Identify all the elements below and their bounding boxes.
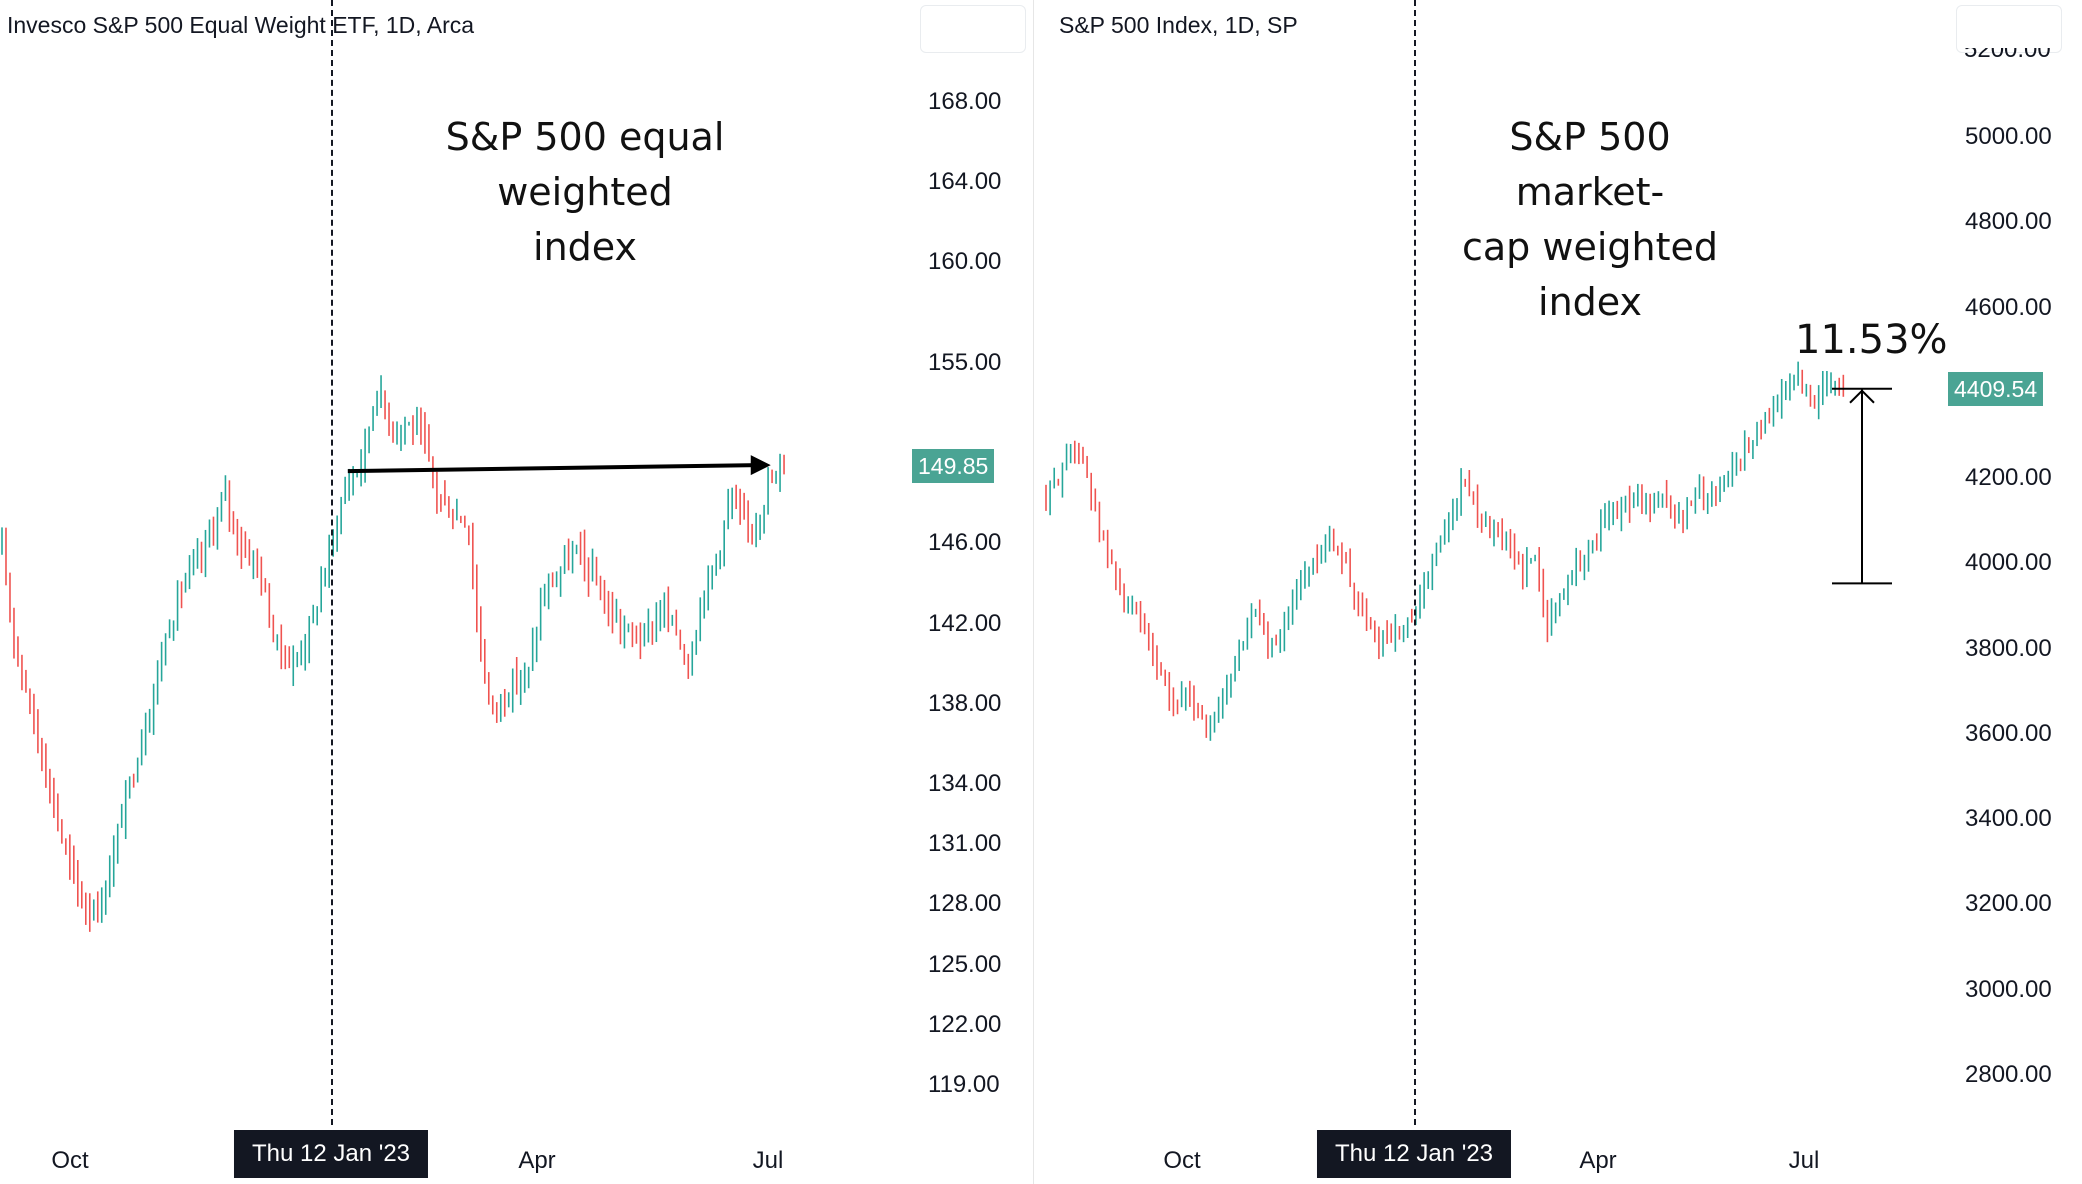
right-y-tick-top-cut: 5200.00: [1964, 36, 2051, 63]
right-x-tick-apr: Apr: [1579, 1147, 1617, 1174]
right-candlestick-plot[interactable]: [1040, 0, 2082, 1184]
right-y-tick: 4000.00: [1965, 549, 2052, 577]
left-y-tick: 168.00: [928, 88, 1002, 115]
left-y-tick: 155.00: [928, 348, 1002, 376]
left-y-tick: 125.00: [928, 950, 1002, 978]
left-crosshair-date-label: Thu 12 Jan '23: [233, 1130, 429, 1178]
right-x-tick-jul: Jul: [1788, 1147, 1820, 1174]
right-y-tick: 4200.00: [1965, 464, 2052, 492]
left-candlestick-plot[interactable]: [0, 0, 1030, 1184]
right-chart-title: S&P 500 Index, 1D, SP: [1059, 12, 1298, 38]
right-y-tick: 4600.00: [1965, 293, 2052, 321]
left-y-tick: 122.00: [928, 1010, 1002, 1038]
left-last-price-tag: 149.85: [912, 449, 995, 484]
left-y-tick: 164.00: [928, 168, 1002, 196]
right-y-tick: 3800.00: [1965, 634, 2052, 662]
left-chart-title: Invesco S&P 500 Equal Weight ETF, 1D, Ar…: [7, 12, 475, 38]
left-y-tick: 119.00: [928, 1071, 1000, 1098]
left-annotation-text: S&P 500 equal weighted index: [440, 110, 730, 275]
left-x-tick-apr: Apr: [518, 1147, 556, 1174]
left-y-tick: 160.00: [928, 248, 1002, 276]
left-trend-arrow-head-icon: [750, 455, 771, 476]
left-x-tick-oct: Oct: [51, 1147, 89, 1174]
right-y-tick: 5000.00: [1965, 123, 2052, 150]
right-annotation-line-1: S&P 500 market-: [1509, 115, 1671, 214]
right-annotation-line-2: cap weighted: [1462, 225, 1718, 269]
left-crosshair-line: [331, 0, 333, 1125]
left-chart-panel: Invesco S&P 500 Equal Weight ETF, 1D, Ar…: [0, 0, 1030, 1184]
right-last-price-tag: 4409.54: [1948, 371, 2044, 406]
left-legend-toggle-button[interactable]: [920, 5, 1026, 53]
right-y-tick: 3400.00: [1965, 805, 2052, 833]
measure-percent-label: 11.53%: [1795, 317, 1948, 363]
left-annotation-line-2: weighted index: [497, 170, 673, 269]
right-annotation-text: S&P 500 market- cap weighted index: [1435, 110, 1745, 330]
right-y-tick: 2800.00: [1965, 1061, 2052, 1088]
right-annotation-line-3: index: [1538, 280, 1642, 324]
measure-arrow-up-icon: [1849, 389, 1875, 404]
left-y-tick: 138.00: [928, 689, 1002, 717]
left-y-tick: 131.00: [928, 830, 1002, 858]
left-y-tick: 146.00: [928, 529, 1002, 557]
right-crosshair-date-label: Thu 12 Jan '23: [1316, 1130, 1512, 1178]
right-x-tick-oct: Oct: [1163, 1147, 1201, 1174]
left-y-tick: 142.00: [928, 609, 1002, 637]
right-legend-toggle-button[interactable]: [1956, 5, 2062, 53]
left-trend-arrow-line[interactable]: [347, 463, 757, 474]
right-y-tick: 3200.00: [1965, 890, 2052, 918]
right-chart-panel: S&P 500 Index, 1D, SP 5200.00 S&P 500 ma…: [1040, 0, 2082, 1184]
right-crosshair-line: [1414, 0, 1416, 1125]
panel-divider[interactable]: [1033, 0, 1034, 1184]
left-y-tick: 128.00: [928, 890, 1002, 918]
right-y-tick: 3600.00: [1965, 719, 2052, 747]
right-y-tick: 4800.00: [1965, 208, 2052, 236]
left-y-tick: 134.00: [928, 770, 1002, 798]
left-annotation-line-1: S&P 500 equal: [445, 115, 725, 159]
left-x-tick-jul: Jul: [752, 1147, 784, 1174]
right-y-tick: 3000.00: [1965, 975, 2052, 1003]
